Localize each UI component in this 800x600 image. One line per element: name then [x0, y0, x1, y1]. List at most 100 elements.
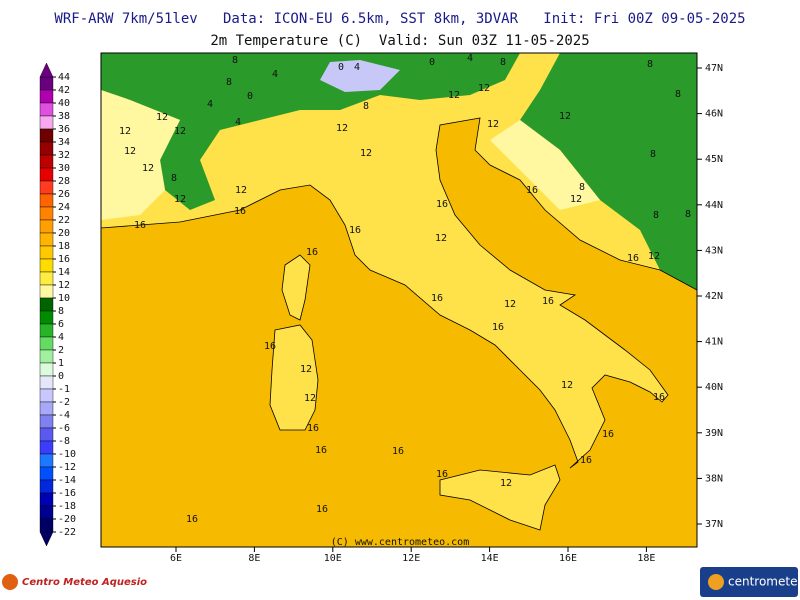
- contour-label: 16: [306, 247, 318, 258]
- colorbar-swatch: [39, 89, 54, 104]
- colorbar-swatch: [39, 245, 54, 260]
- contour-label: 16: [653, 392, 665, 403]
- colorbar-label: 26: [58, 189, 70, 200]
- contour-label: 8: [675, 89, 681, 100]
- colorbar-swatch: [39, 297, 54, 312]
- colorbar-label: 30: [58, 163, 70, 174]
- colorbar-label: 40: [58, 98, 70, 109]
- contour-label: 16: [431, 293, 443, 304]
- contour-label: 0: [247, 91, 253, 102]
- contour-label: 12: [304, 393, 316, 404]
- contour-label: 0: [338, 62, 344, 73]
- sardinia: [269, 324, 319, 431]
- colorbar-label: -22: [58, 527, 76, 538]
- contour-label: 8: [171, 173, 177, 184]
- colorbar-swatch: [39, 336, 54, 351]
- lat-label: 42N: [705, 291, 723, 302]
- colorbar-arrow-bottom: [39, 531, 54, 547]
- lon-label: 10E: [324, 553, 342, 564]
- colorbar-swatch: [39, 115, 54, 130]
- contour-label: 16: [436, 199, 448, 210]
- contour-label: 8: [685, 209, 691, 220]
- balkan-green: [520, 53, 697, 290]
- alps-green: [101, 53, 520, 210]
- colorbar-swatch: [39, 466, 54, 481]
- right-logo: centrometeo: [700, 567, 800, 597]
- colorbar-label: 22: [58, 215, 70, 226]
- contour-label: 4: [207, 99, 213, 110]
- colorbar-label: -6: [58, 423, 70, 434]
- contour-label: 12: [648, 251, 660, 262]
- sicily: [439, 464, 561, 531]
- lat-label: 38N: [705, 473, 723, 484]
- colorbar-label: -18: [58, 501, 76, 512]
- colorbar-arrow-top: [39, 62, 54, 78]
- colorbar-swatch: [39, 492, 54, 507]
- colorbar-label: -4: [58, 410, 70, 421]
- colorbar-swatch: [39, 128, 54, 143]
- lat-label: 43N: [705, 245, 723, 256]
- colorbar-label: 34: [58, 137, 70, 148]
- lat-label: 45N: [705, 154, 723, 165]
- colorbar-swatch: [39, 219, 54, 234]
- colorbar-label: -16: [58, 488, 76, 499]
- contour-label: 12: [448, 90, 460, 101]
- lon-label: 8E: [248, 553, 260, 564]
- colorbar-swatch: [39, 141, 54, 156]
- colorbar-label: 24: [58, 202, 70, 213]
- contour-label: 16: [234, 206, 246, 217]
- contour-label: 12: [487, 119, 499, 130]
- colorbar-swatch: [39, 180, 54, 195]
- colorbar-swatch: [39, 323, 54, 338]
- colorbar-label: -10: [58, 449, 76, 460]
- colorbar-swatch: [39, 414, 54, 429]
- colorbar-label: -20: [58, 514, 76, 525]
- colorbar-label: 12: [58, 280, 70, 291]
- contour-label: 12: [500, 478, 512, 489]
- colorbar-label: -2: [58, 397, 70, 408]
- contour-label: 12: [124, 146, 136, 157]
- contour-label: 12: [478, 83, 490, 94]
- contour-label: 16: [580, 455, 592, 466]
- colorbar-label: 16: [58, 254, 70, 265]
- contour-label: 12: [360, 148, 372, 159]
- colorbar-label: 8: [58, 306, 64, 317]
- colorbar-swatch: [39, 206, 54, 221]
- colorbar-swatch: [39, 284, 54, 299]
- colorbar-swatch: [39, 362, 54, 377]
- colorbar-swatch: [39, 310, 54, 325]
- contour-label: 12: [300, 364, 312, 375]
- colorbar-label: 10: [58, 293, 70, 304]
- contour-label: 16: [186, 514, 198, 525]
- contour-label: 16: [542, 296, 554, 307]
- colorbar-swatch: [39, 453, 54, 468]
- contour-label: 16: [526, 185, 538, 196]
- coastline: [100, 117, 698, 469]
- contour-label: 12: [504, 299, 516, 310]
- colorbar-label: 42: [58, 85, 70, 96]
- contour-label: 12: [435, 233, 447, 244]
- colorbar-swatch: [39, 193, 54, 208]
- colorbar-label: 18: [58, 241, 70, 252]
- contour-label: 8: [500, 57, 506, 68]
- corsica: [281, 254, 311, 321]
- lon-label: 18E: [637, 553, 655, 564]
- map-frame: [100, 52, 698, 548]
- lon-label: 12E: [402, 553, 420, 564]
- contour-label: 16: [602, 429, 614, 440]
- contour-label: 12: [142, 163, 154, 174]
- pale-north: [101, 90, 180, 220]
- lat-label: 39N: [705, 428, 723, 439]
- contour-label: 16: [349, 225, 361, 236]
- colorbar-label: 2: [58, 345, 64, 356]
- contour-label: 8: [650, 149, 656, 160]
- colorbar-swatch: [39, 167, 54, 182]
- colorbar-swatch: [39, 154, 54, 169]
- logo-box: [700, 567, 798, 597]
- lon-label: 14E: [481, 553, 499, 564]
- header-subtitle: 2m Temperature (C) Valid: Sun 03Z 11-05-…: [210, 33, 589, 49]
- colorbar-swatch: [39, 232, 54, 247]
- colorbar-label: 4: [58, 332, 64, 343]
- left-logo: Centro Meteo Aquesio: [2, 574, 147, 590]
